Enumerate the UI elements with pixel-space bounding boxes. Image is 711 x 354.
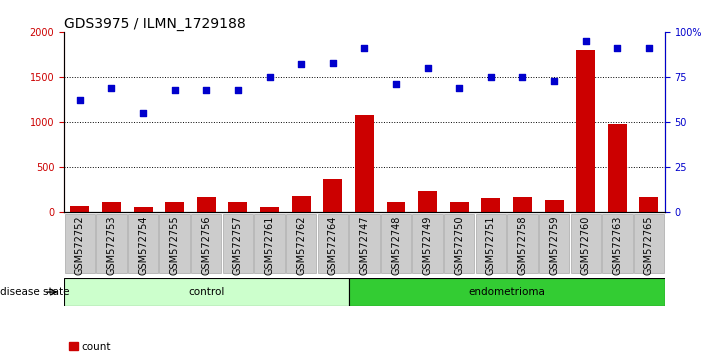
Point xyxy=(232,87,244,92)
FancyBboxPatch shape xyxy=(412,214,443,273)
Point xyxy=(485,74,496,80)
Bar xyxy=(355,115,374,212)
Bar xyxy=(165,202,184,212)
Bar xyxy=(134,207,153,212)
Text: GSM572761: GSM572761 xyxy=(264,216,274,275)
Point xyxy=(643,45,655,51)
Point xyxy=(106,85,117,91)
Bar xyxy=(197,197,215,212)
Bar xyxy=(450,201,469,212)
Bar xyxy=(513,196,532,212)
Point xyxy=(264,74,275,80)
FancyBboxPatch shape xyxy=(128,214,159,273)
Bar xyxy=(260,206,279,212)
Text: GSM572759: GSM572759 xyxy=(549,216,559,275)
Text: GSM572765: GSM572765 xyxy=(644,216,654,275)
Point xyxy=(454,85,465,91)
Text: GSM572748: GSM572748 xyxy=(391,216,401,275)
FancyBboxPatch shape xyxy=(570,214,601,273)
Bar xyxy=(102,202,121,212)
FancyBboxPatch shape xyxy=(223,214,253,273)
FancyBboxPatch shape xyxy=(476,214,506,273)
Bar xyxy=(608,124,627,212)
Bar xyxy=(324,179,342,212)
Point xyxy=(296,62,307,67)
Text: GSM572754: GSM572754 xyxy=(138,216,148,275)
Text: GSM572749: GSM572749 xyxy=(422,216,432,275)
Text: GSM572750: GSM572750 xyxy=(454,216,464,275)
Legend: count, percentile rank within the sample: count, percentile rank within the sample xyxy=(69,342,257,354)
Bar xyxy=(418,191,437,212)
Bar xyxy=(545,200,564,212)
Point xyxy=(580,38,592,44)
Text: GSM572757: GSM572757 xyxy=(233,216,243,275)
Text: GSM572752: GSM572752 xyxy=(75,216,85,275)
Bar xyxy=(481,198,501,212)
Text: control: control xyxy=(188,287,225,297)
Point xyxy=(548,78,560,84)
Bar xyxy=(639,197,658,212)
Bar xyxy=(576,50,595,212)
Text: GSM572758: GSM572758 xyxy=(518,216,528,275)
FancyBboxPatch shape xyxy=(159,214,190,273)
FancyBboxPatch shape xyxy=(318,214,348,273)
FancyBboxPatch shape xyxy=(539,214,570,273)
Text: GSM572763: GSM572763 xyxy=(612,216,622,275)
Bar xyxy=(228,202,247,212)
FancyBboxPatch shape xyxy=(286,214,316,273)
FancyBboxPatch shape xyxy=(444,214,474,273)
FancyBboxPatch shape xyxy=(508,214,538,273)
Bar xyxy=(292,196,311,212)
Text: disease state: disease state xyxy=(0,287,70,297)
Point xyxy=(517,74,528,80)
Point xyxy=(74,98,85,103)
Text: GSM572762: GSM572762 xyxy=(296,216,306,275)
Text: endometrioma: endometrioma xyxy=(469,287,545,297)
Point xyxy=(611,45,623,51)
FancyBboxPatch shape xyxy=(348,278,665,306)
Bar xyxy=(70,206,90,212)
Point xyxy=(422,65,433,71)
Point xyxy=(201,87,212,92)
FancyBboxPatch shape xyxy=(255,214,284,273)
FancyBboxPatch shape xyxy=(64,278,348,306)
FancyBboxPatch shape xyxy=(634,214,664,273)
FancyBboxPatch shape xyxy=(349,214,380,273)
Text: GSM572755: GSM572755 xyxy=(170,216,180,275)
Text: GDS3975 / ILMN_1729188: GDS3975 / ILMN_1729188 xyxy=(64,17,246,31)
Text: GSM572753: GSM572753 xyxy=(107,216,117,275)
Point xyxy=(169,87,181,92)
Text: GSM572760: GSM572760 xyxy=(581,216,591,275)
Point xyxy=(390,81,402,87)
Text: GSM572751: GSM572751 xyxy=(486,216,496,275)
Point xyxy=(137,110,149,116)
Text: GSM572756: GSM572756 xyxy=(201,216,211,275)
Point xyxy=(359,45,370,51)
Text: GSM572747: GSM572747 xyxy=(359,216,370,275)
FancyBboxPatch shape xyxy=(602,214,633,273)
FancyBboxPatch shape xyxy=(191,214,221,273)
FancyBboxPatch shape xyxy=(96,214,127,273)
FancyBboxPatch shape xyxy=(381,214,411,273)
Point xyxy=(327,60,338,65)
Bar xyxy=(387,201,405,212)
Text: GSM572764: GSM572764 xyxy=(328,216,338,275)
FancyBboxPatch shape xyxy=(65,214,95,273)
